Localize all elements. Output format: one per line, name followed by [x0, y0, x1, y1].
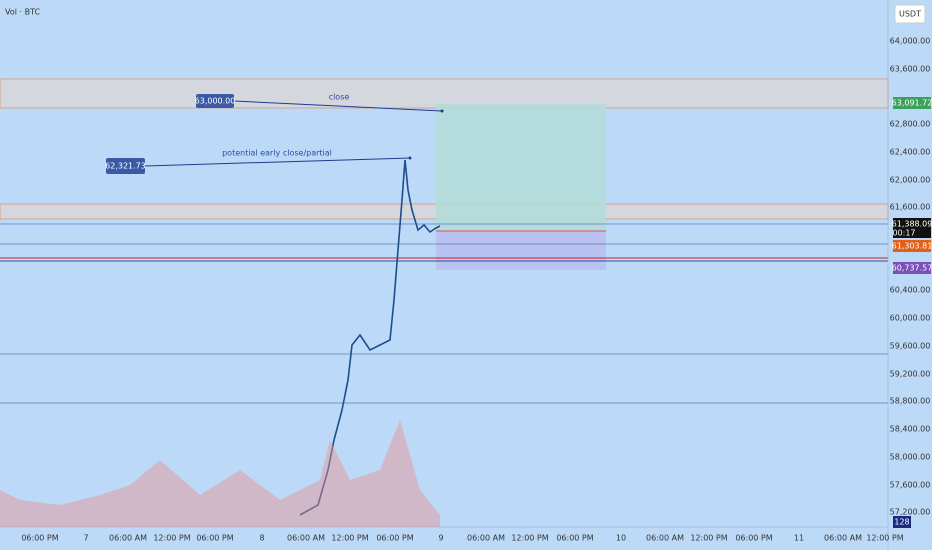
price-label: 61,600.00: [890, 203, 931, 212]
price-tag: 61,303.81: [892, 240, 932, 252]
annotation-line: [233, 100, 443, 112]
time-label: 12:00 PM: [331, 534, 368, 543]
profit-zone: [436, 104, 606, 231]
time-label: 10: [616, 534, 626, 543]
anchor: [440, 109, 444, 113]
time-label: 12:00 PM: [866, 534, 903, 543]
price-tag: 63,091.72: [892, 97, 932, 109]
price-label: 62,400.00: [890, 148, 931, 157]
time-label: 06:00 AM: [109, 534, 147, 543]
price-label: 62,800.00: [890, 120, 931, 129]
price-label: 58,000.00: [890, 453, 931, 462]
time-label: 06:00 PM: [376, 534, 413, 543]
price-tag: 60,737.57: [892, 262, 932, 274]
time-label: 06:00 PM: [556, 534, 593, 543]
tag-box: [106, 158, 145, 174]
price-label: 62,000.00: [890, 176, 931, 185]
tag-text: 60,737.57: [892, 264, 932, 273]
volume-area: [0, 420, 440, 527]
time-label: 12:00 PM: [511, 534, 548, 543]
time-label: 11: [794, 534, 804, 543]
tag-box: [893, 218, 931, 238]
tag-box: [893, 516, 911, 528]
annotation-tag: 63,000.00: [195, 94, 236, 108]
price-path: [299, 159, 441, 516]
currency-button[interactable]: [894, 4, 926, 24]
price-label: 59,600.00: [890, 342, 931, 351]
time-label: 06:00 AM: [287, 534, 325, 543]
tag-box: [196, 94, 234, 108]
price-label: 59,200.00: [890, 370, 931, 379]
price-label: 60,400.00: [890, 286, 931, 295]
price-label: 60,000.00: [890, 314, 931, 323]
annotation-price: 62,321.73: [105, 162, 146, 171]
resistance-zone: [0, 78, 889, 109]
price-tag: 61,388.09: [892, 218, 932, 238]
time-label: 06:00 AM: [824, 534, 862, 543]
time-label: 9: [438, 534, 443, 543]
price-label: 64,000.00: [890, 37, 931, 46]
tag-box: [893, 240, 931, 252]
time-label: 06:00 PM: [735, 534, 772, 543]
annotation-tag: 62,321.73: [105, 158, 146, 174]
annotation-text: potential early close/partial: [222, 149, 332, 158]
price-label: 58,800.00: [890, 397, 931, 406]
annotation-text: close: [329, 93, 350, 102]
currency[interactable]: USDT: [899, 10, 921, 19]
annotation-price: 63,000.00: [195, 97, 236, 106]
price-label: 57,600.00: [890, 481, 931, 490]
time-label: 06:00 PM: [21, 534, 58, 543]
time-label: 06:00 AM: [467, 534, 505, 543]
countdown: 00:17: [892, 229, 915, 238]
price-label: 63,600.00: [890, 65, 931, 74]
tag-box: [893, 262, 931, 274]
time-label: 8: [259, 534, 264, 543]
time-label: 06:00 AM: [646, 534, 684, 543]
tag-text: 128: [894, 518, 909, 527]
time-label: 06:00 PM: [196, 534, 233, 543]
annotation-line: [144, 157, 411, 167]
time-label: 12:00 PM: [153, 534, 190, 543]
chart-title: Vol · BTC: [5, 8, 41, 17]
price-label: 58,400.00: [890, 425, 931, 434]
tag-text: 63,091.72: [892, 99, 932, 108]
price-label: 57,200.00: [890, 508, 931, 517]
loss-zone: [436, 231, 606, 270]
anchor: [408, 156, 412, 160]
tag-text: 61,303.81: [892, 242, 932, 251]
price-tag: 128: [893, 516, 911, 528]
time-label: 7: [83, 534, 88, 543]
tag-text: 61,388.09: [892, 220, 932, 229]
time-label: 12:00 PM: [690, 534, 727, 543]
tag-box: [893, 97, 931, 109]
